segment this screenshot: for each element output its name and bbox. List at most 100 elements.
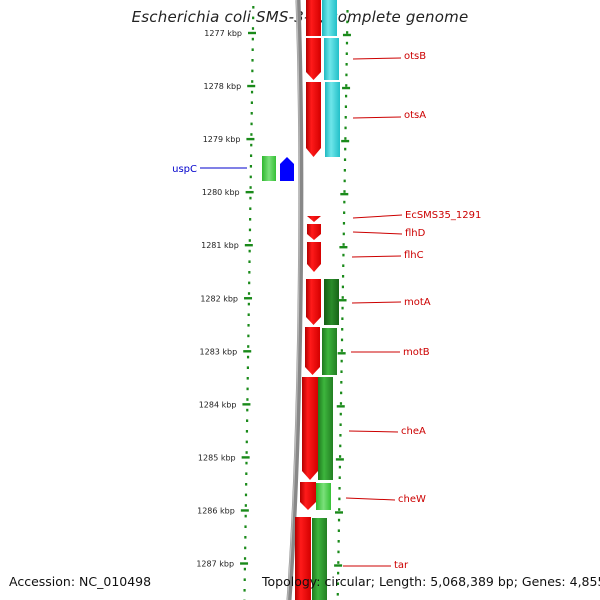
ruler-minor-tick [250,122,253,126]
ruler-minor-tick-right [339,423,342,426]
ruler-tick-label: 1278 kbp [204,82,242,91]
gene-label-leader [352,57,402,60]
ruler-minor-tick-right [343,190,346,193]
gene-block-green [324,279,339,325]
gene-label-EcSMS35_1291: EcSMS35_1291 [405,210,481,221]
ruler-minor-tick-right [342,243,345,246]
ruler-minor-tick [246,366,250,369]
ruler-minor-tick [246,355,250,359]
ruler-minor-tick-right [337,561,340,564]
accession-info: Accession: NC_010498 [9,574,151,589]
ruler-minor-tick [251,59,254,62]
ruler-minor-tick [248,239,251,242]
ruler-minor-tick [245,483,248,486]
ruler-minor-tick-right [342,264,345,267]
ruler-minor-tick [246,408,249,412]
gene-block-teal [322,0,337,36]
gene-label-otsA: otsA [404,110,426,121]
ruler-minor-tick-right [342,232,345,236]
ruler-minor-tick [247,334,250,338]
ruler-minor-tick [244,546,247,550]
ruler-tick-label: 1284 kbp [199,400,237,409]
ruler-minor-tick [243,567,246,571]
length-label: Length: [378,574,427,589]
ruler-minor-tick-right [342,253,345,257]
gene-arrow-cheA [302,377,318,480]
ruler-minor-tick-right [340,370,343,373]
gene-arrow-motA [306,279,321,325]
ruler-minor-tick-right [340,359,343,363]
gene-label-leader [352,231,403,235]
ruler-tick-label: 1281 kbp [201,241,239,250]
ruler-minor-tick [247,324,250,327]
ruler-minor-tick-right [341,285,345,289]
ruler-minor-tick [249,196,252,200]
gene-block-teal [324,38,339,80]
ruler-minor-tick-right [340,391,343,395]
ruler-minor-tick [250,143,253,147]
ruler-minor-tick [249,165,253,168]
ruler-minor-tick-right [336,582,340,585]
gene-arrow-cheW [300,482,316,510]
ruler-minor-tick-right [338,476,341,479]
ruler-minor-tick [245,440,248,444]
genes-label: Genes: [521,574,566,589]
ruler-minor-tick-right [345,41,349,45]
gene-label-leader [352,214,403,219]
ruler-minor-tick-right [346,20,349,24]
gene-label-uspC: uspC [172,164,197,175]
ruler-minor-tick [249,218,252,221]
ruler-minor-tick [244,525,247,528]
ruler-minor-tick [244,514,247,518]
gene-block-green [318,377,333,480]
ruler-minor-tick-right [338,455,342,458]
ruler-minor-tick [249,175,252,179]
gene-block-green [312,518,327,600]
ruler-minor-tick [243,557,247,560]
ruler-minor-tick-right [337,550,340,554]
ruler-minor-tick-right [337,529,340,532]
ruler-minor-tick [251,27,255,30]
ruler-minor-tick [250,101,253,104]
ruler-tick-label: 1280 kbp [202,188,240,197]
ruler-minor-tick-right [342,222,346,225]
ruler-minor-tick-right [339,412,342,416]
gene-label-leader [351,301,402,304]
ruler-minor-tick-right [343,211,346,214]
ruler-minor-tick-right [343,179,346,183]
ruler-minor-tick-right [337,540,340,543]
ruler-minor-tick-right [337,518,341,522]
gene-label-tar: tar [394,560,409,571]
gene-arrow-otsA [306,82,321,157]
ruler-minor-tick [246,398,249,401]
ruler-minor-tick-right [346,31,349,34]
ruler-minor-tick [246,419,249,422]
topology-label: Topology: [262,574,321,589]
gene-arrow-otsB [306,38,321,80]
ruler-minor-tick-right [345,73,348,77]
ruler-minor-tick [247,345,250,348]
ruler-minor-tick-right [338,465,342,469]
ruler-minor-tick-right [343,200,346,204]
gene-label-cheW: cheW [398,494,426,505]
ruler-minor-tick [250,112,253,115]
ruler-minor-tick [244,536,247,539]
ruler-minor-tick [251,48,254,51]
ruler-minor-tick [251,37,254,41]
ruler-minor-tick [248,271,251,274]
gene-label-flhC: flhC [404,250,424,261]
ruler-minor-tick-right [340,349,343,352]
ruler-minor-tick-right [344,126,347,130]
ruler-minor-tick [248,228,252,232]
ruler-minor-tick [248,249,251,253]
ruler-minor-tick-right [346,10,349,13]
ruler-minor-tick [247,313,250,316]
ruler-tick-label: 1279 kbp [203,135,241,144]
ruler-minor-tick [249,186,252,189]
genome-summary: Topology: circular; Length: 5,068,389 bp… [262,574,600,589]
ruler-minor-tick-right [337,571,340,575]
ruler-minor-tick [243,589,246,592]
ruler-minor-tick [251,69,254,73]
ruler-minor-tick-right [341,296,344,299]
